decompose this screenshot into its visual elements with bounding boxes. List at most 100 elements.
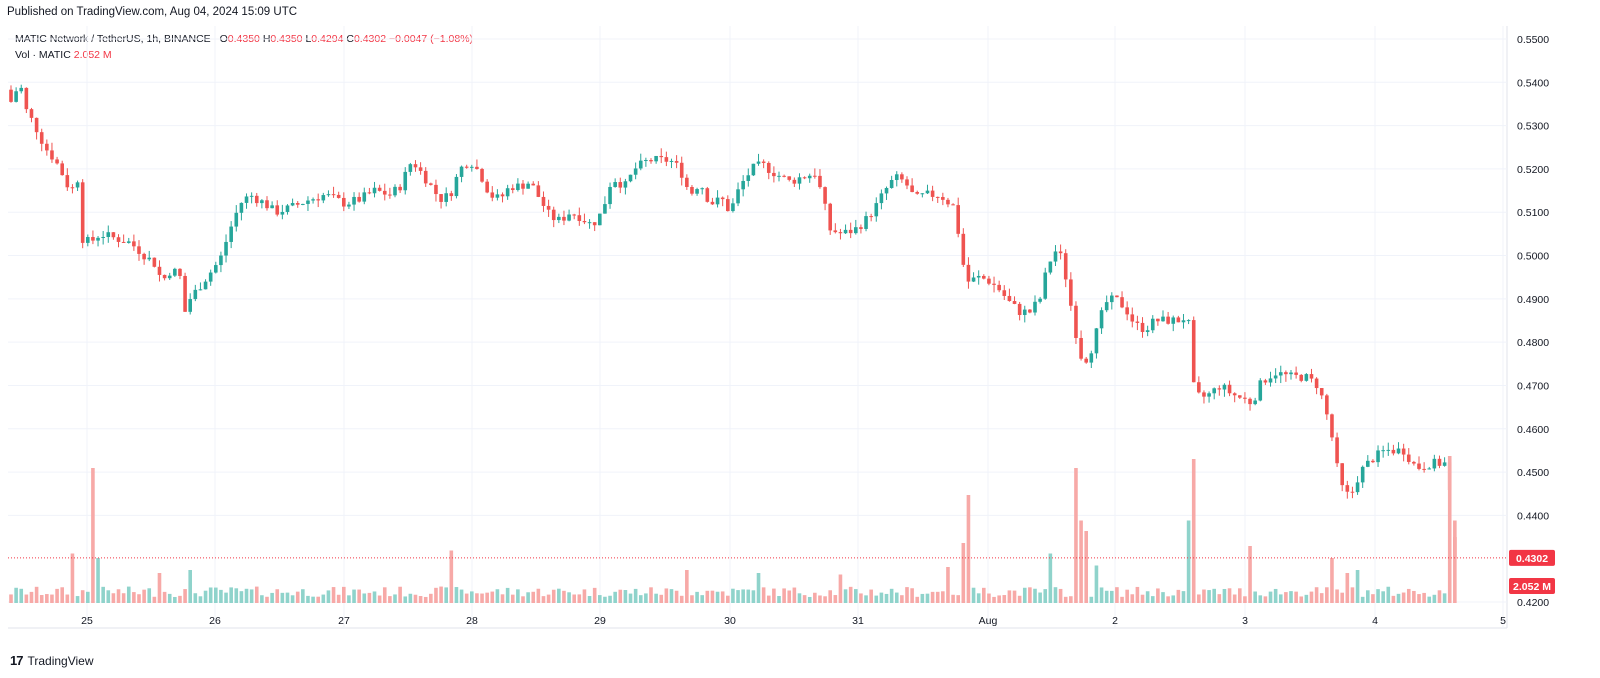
candle-body [587, 222, 592, 224]
volume-bar [521, 596, 525, 603]
candle-body [925, 190, 930, 194]
volume-bar [285, 592, 290, 603]
candle-body [1299, 374, 1304, 381]
volume-bar [1110, 590, 1114, 603]
candle-body [388, 194, 392, 196]
volume-bar [500, 594, 505, 603]
candle-body [1140, 322, 1145, 332]
candle-body [321, 195, 326, 201]
volume-bar [915, 596, 920, 603]
volume-bar [203, 590, 208, 603]
volume-bar [1432, 594, 1437, 603]
candle-body [1422, 468, 1426, 470]
candle-body [766, 162, 771, 173]
candle-body [116, 237, 121, 242]
candle-body [1355, 482, 1360, 493]
volume-bar [1340, 592, 1344, 603]
volume-bar [869, 589, 873, 603]
volume-bar [1330, 558, 1334, 603]
candle-body [260, 200, 264, 204]
candle-body [1120, 297, 1124, 308]
volume-bar [1125, 589, 1129, 603]
brand-name: TradingView [27, 653, 94, 668]
volume-bar [1012, 590, 1017, 603]
volume-bar [941, 591, 945, 603]
candle-body [418, 167, 423, 171]
volume-bar [797, 593, 802, 603]
volume-label[interactable]: Vol · MATIC [15, 49, 71, 61]
volume-bar [1376, 589, 1380, 603]
volume-bar [1294, 591, 1298, 603]
volume-bar [956, 595, 960, 603]
time-tick-label: 29 [594, 615, 606, 627]
volume-bar [838, 574, 843, 603]
volume-bar [295, 591, 300, 603]
volume-bar [157, 573, 162, 603]
volume-bar [1248, 546, 1252, 603]
candle-body [792, 179, 797, 184]
volume-bar [813, 592, 817, 603]
candle-body [1017, 303, 1022, 315]
volume-bar [1319, 593, 1324, 603]
volume-bar [557, 588, 561, 603]
volume-bar [1427, 596, 1432, 603]
volume-bar [1243, 596, 1247, 603]
candle-body [1186, 320, 1191, 322]
candle-body [541, 196, 546, 206]
candle-body [316, 199, 320, 201]
brand-footer: 17 TradingView [10, 653, 94, 668]
volume-bar [792, 587, 797, 603]
volume-bar [1263, 596, 1268, 603]
candle-body [306, 200, 310, 204]
volume-bar [352, 589, 356, 603]
candle-body [1381, 450, 1385, 452]
volume-bar [45, 594, 49, 603]
candle-body [649, 160, 653, 162]
candle-body [1125, 307, 1129, 315]
volume-bar [121, 593, 126, 603]
volume-bar [1381, 591, 1385, 603]
volume-bar [1417, 594, 1421, 603]
volume-bar [736, 590, 740, 603]
candle-body [423, 170, 428, 184]
candle-body [203, 281, 208, 290]
candle-body [1222, 384, 1227, 390]
volume-bar [270, 592, 274, 603]
candle-body [152, 257, 157, 267]
candle-body [884, 187, 889, 194]
candle-body [80, 182, 85, 243]
volume-bar [1022, 587, 1027, 603]
volume-bar [1284, 592, 1288, 603]
candle-body [1376, 450, 1380, 463]
volume-bar [536, 588, 541, 603]
candle-body [198, 289, 203, 291]
candle-body [224, 241, 228, 256]
volume-bar [193, 593, 198, 603]
volume-bar [1150, 596, 1155, 603]
volume-bar [1366, 590, 1370, 603]
volume-bar [1166, 596, 1170, 603]
volume-bar [1084, 531, 1088, 603]
volume-bar [1007, 590, 1012, 603]
candle-body [106, 232, 111, 237]
candle-body [86, 237, 90, 243]
volume-bar [1437, 590, 1442, 603]
candle-body [1038, 298, 1042, 302]
volume-bar [690, 595, 694, 603]
candle-body [142, 253, 146, 260]
candle-body [941, 197, 945, 200]
candle-body [1417, 463, 1421, 469]
candle-body [429, 183, 433, 185]
candle-body [500, 194, 505, 197]
candle-body [879, 193, 884, 204]
candle-body [557, 216, 561, 221]
volume-bar [1043, 589, 1048, 603]
candle-body [1442, 462, 1447, 466]
candle-body [1022, 309, 1027, 315]
candle-body [510, 188, 515, 190]
candle-body [1330, 414, 1334, 438]
volume-bar [567, 592, 571, 603]
candle-body [1371, 460, 1375, 463]
candle-body [915, 192, 920, 194]
